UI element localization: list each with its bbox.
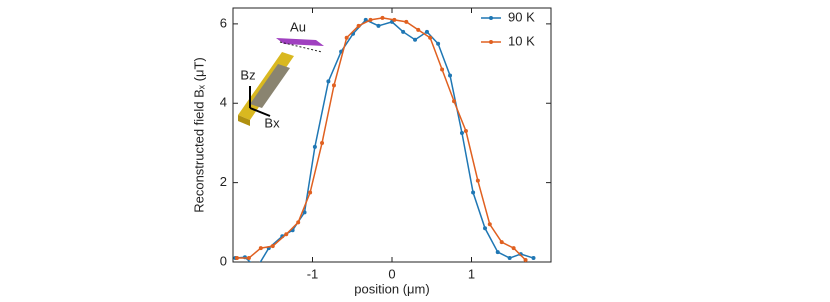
- inset-axis: [249, 107, 271, 117]
- point: [344, 35, 349, 40]
- point: [258, 246, 263, 251]
- point: [401, 29, 406, 34]
- point: [475, 178, 480, 183]
- point: [308, 190, 313, 195]
- point: [523, 258, 528, 262]
- point: [499, 240, 504, 245]
- inset: [238, 38, 324, 126]
- point: [368, 17, 373, 22]
- point: [428, 35, 433, 40]
- x-tick-label: 1: [468, 266, 475, 281]
- point: [471, 190, 476, 195]
- x-axis-label: position (μm): [354, 281, 429, 296]
- point: [531, 256, 536, 261]
- y-axis-label: Reconstructed field Bₓ (μT): [191, 57, 206, 213]
- point: [296, 220, 301, 225]
- inset-line: [279, 41, 323, 53]
- inset-channel: [250, 64, 290, 108]
- point: [440, 67, 445, 72]
- plot-frame: [232, 7, 552, 263]
- annotation: Bx: [264, 115, 280, 130]
- y-tick-label: 0: [220, 253, 227, 268]
- inset-wire: [276, 38, 324, 46]
- point: [448, 73, 453, 78]
- point: [483, 226, 488, 231]
- point: [413, 37, 418, 42]
- point: [511, 246, 516, 251]
- inset-bar-side: [238, 115, 250, 126]
- line: [236, 17, 527, 261]
- point: [356, 23, 361, 28]
- x-tick-label: 0: [388, 266, 395, 281]
- legend-marker: [489, 40, 493, 44]
- point: [302, 210, 307, 215]
- point: [376, 23, 381, 28]
- point: [255, 266, 259, 270]
- point: [270, 244, 275, 249]
- point: [404, 19, 409, 24]
- point: [380, 15, 385, 20]
- x-tick-label: -1: [307, 266, 319, 281]
- point: [452, 99, 457, 104]
- annotation: Bz: [240, 67, 255, 82]
- legend-label: 90 K: [508, 9, 535, 24]
- point: [312, 144, 317, 149]
- point: [436, 41, 441, 46]
- point: [246, 256, 251, 261]
- point: [320, 140, 325, 145]
- legend-label: 10 K: [508, 33, 535, 48]
- legend-marker: [489, 16, 493, 20]
- point: [487, 222, 492, 227]
- y-tick-label: 4: [220, 95, 227, 110]
- point: [326, 79, 331, 84]
- plot-area: [233, 15, 536, 270]
- y-tick-label: 2: [220, 174, 227, 189]
- point: [459, 131, 464, 136]
- point: [392, 17, 397, 22]
- point: [495, 250, 500, 255]
- point: [234, 256, 239, 261]
- point: [507, 256, 512, 261]
- y-tick-label: 6: [220, 15, 227, 30]
- annotation: Au: [290, 19, 306, 34]
- point: [363, 17, 368, 22]
- point: [331, 83, 336, 88]
- point: [416, 27, 421, 32]
- point: [424, 29, 429, 34]
- point: [463, 129, 468, 134]
- point: [284, 232, 289, 237]
